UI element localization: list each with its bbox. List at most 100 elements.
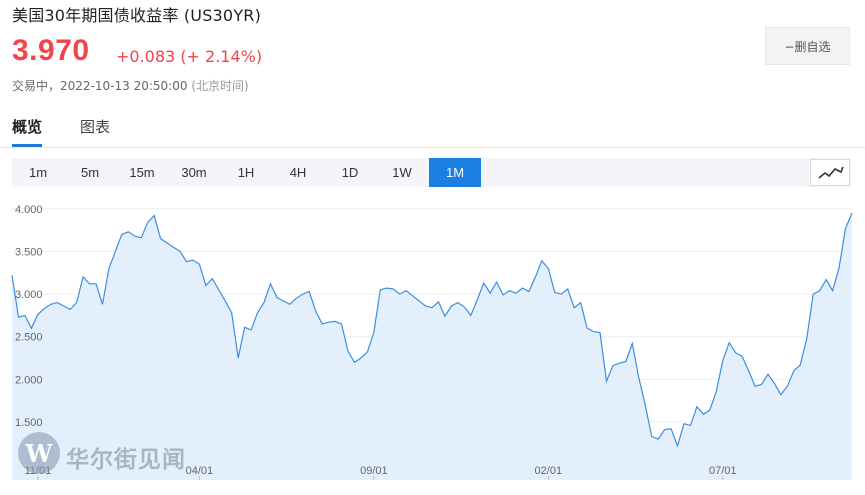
data-point (456, 301, 459, 304)
data-point (683, 422, 686, 425)
data-point (450, 305, 453, 308)
timestamp: 2022-10-13 20:50:00 (60, 79, 188, 93)
period-5m-button[interactable]: 5m (80, 165, 100, 180)
data-point (166, 241, 169, 244)
period-1w-button[interactable]: 1W (392, 165, 412, 180)
data-point (243, 326, 246, 329)
price-value: 3.970 (12, 34, 90, 67)
data-point (657, 438, 660, 441)
data-point (605, 380, 608, 383)
data-point (282, 299, 285, 302)
trading-status: 交易中 (12, 79, 49, 93)
data-point (495, 281, 498, 284)
data-point (527, 290, 530, 293)
data-point (198, 263, 201, 266)
data-point (405, 289, 408, 292)
tab-overview[interactable]: 概览 (12, 118, 43, 136)
data-point (114, 250, 117, 253)
data-point (599, 331, 602, 334)
data-point (237, 357, 240, 360)
data-point (676, 444, 679, 447)
data-point (463, 305, 466, 308)
tab-chart[interactable]: 图表 (80, 118, 111, 136)
watermark-text: 华尔街见闻 (66, 446, 186, 473)
data-point (179, 250, 182, 253)
watermark-logo-icon: W (18, 432, 60, 474)
page-title: 美国30年期国债收益率 (US30YR) (12, 6, 262, 25)
data-point (275, 296, 278, 299)
data-point (560, 293, 563, 296)
period-4h-button[interactable]: 4H (289, 165, 307, 180)
data-point (314, 310, 317, 313)
data-point (56, 301, 59, 304)
data-point (392, 288, 395, 291)
data-point (734, 351, 737, 354)
data-point (82, 276, 85, 279)
data-point (334, 320, 337, 323)
data-point (754, 385, 757, 388)
data-point (327, 321, 330, 324)
data-point (217, 288, 220, 291)
data-point (482, 282, 485, 285)
data-point (49, 303, 52, 306)
data-point (773, 382, 776, 385)
data-point (321, 322, 324, 325)
data-point (347, 350, 350, 353)
data-point (624, 360, 627, 363)
data-point (489, 292, 492, 295)
period-1d-button[interactable]: 1D (341, 165, 359, 180)
data-point (592, 330, 595, 333)
y-tick-label: 1.500 (15, 417, 43, 429)
data-point (844, 227, 847, 230)
data-point (120, 233, 123, 236)
data-point (838, 266, 841, 269)
data-point (715, 390, 718, 393)
data-point (476, 299, 479, 302)
data-point (230, 311, 233, 314)
data-point (831, 289, 834, 292)
data-point (411, 294, 414, 297)
data-point (431, 306, 434, 309)
data-point (140, 236, 143, 239)
data-point (534, 276, 537, 279)
y-axis-labels: 4.000 3.500 3.000 2.500 2.000 1.500 (15, 204, 43, 429)
data-point (295, 297, 298, 300)
remove-watchlist-button[interactable]: −删自选 (765, 27, 850, 65)
period-1m-button[interactable]: 1m (28, 165, 48, 180)
data-point (812, 293, 815, 296)
chart-type-button[interactable] (810, 159, 850, 186)
y-tick-label: 3.500 (15, 246, 43, 258)
data-point (611, 364, 614, 367)
tab-divider (0, 147, 865, 148)
data-point (741, 355, 744, 358)
data-point (69, 308, 72, 311)
data-point (146, 221, 149, 224)
price-change: +0.083 (+ 2.14%) (116, 47, 263, 66)
data-point (443, 315, 446, 318)
data-point (650, 435, 653, 438)
data-point (256, 311, 259, 314)
data-point (547, 267, 550, 270)
data-point (825, 278, 828, 281)
data-point (308, 290, 311, 293)
x-tick-label: 09/01 (360, 465, 388, 477)
period-15m-button[interactable]: 15m (129, 165, 155, 180)
period-1mo-button[interactable]: 1M (429, 158, 481, 187)
data-point (418, 299, 421, 302)
period-1h-button[interactable]: 1H (237, 165, 255, 180)
data-point (689, 424, 692, 427)
data-point (663, 428, 666, 431)
data-point (644, 403, 647, 406)
data-point (618, 362, 621, 365)
data-point (133, 235, 136, 238)
data-point (250, 328, 253, 331)
period-30m-button[interactable]: 30m (181, 165, 207, 180)
line-chart-icon (818, 166, 844, 179)
data-point (224, 299, 227, 302)
data-point (101, 303, 104, 306)
data-point (721, 359, 724, 362)
series-area-fill (12, 213, 852, 480)
data-point (631, 342, 634, 345)
